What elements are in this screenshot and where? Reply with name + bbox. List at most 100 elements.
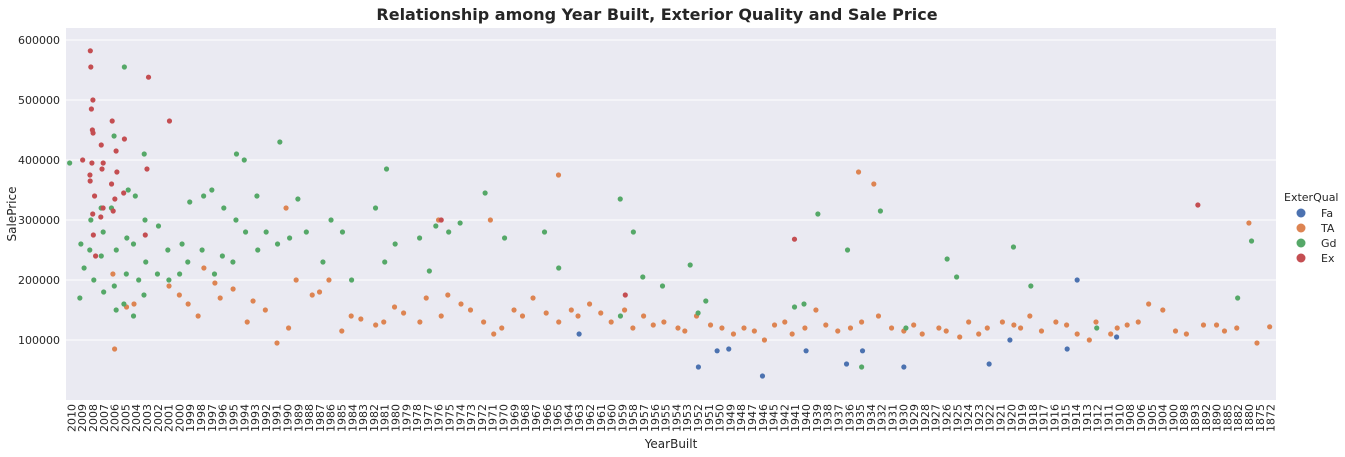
data-point-ta [555,172,562,178]
data-point-ex [121,190,127,196]
data-point-ex [90,232,96,238]
data-point-ta [201,265,207,271]
data-point-fa [986,361,992,367]
x-tick-label: 1939 [811,404,824,432]
x-tick-label: 1981 [379,404,392,432]
data-point-ta [871,181,877,187]
data-point-gd [859,364,865,370]
x-tick-label: 1988 [303,404,316,432]
data-point-gd [844,247,851,253]
data-point-gd [328,217,334,223]
data-point-ta [789,331,795,337]
y-axis-label: SalePrice [5,187,19,242]
data-point-ta [316,289,323,295]
x-tick-label: 1882 [1232,404,1245,432]
data-point-gd [457,220,463,226]
x-axis-ticks: 2010200920082007200620052004200320022001… [65,404,1277,432]
data-point-ta [112,346,118,352]
data-point-ta [438,313,444,319]
data-point-ta [936,325,942,331]
data-point-gd [88,217,94,223]
data-point-gd [221,205,227,211]
data-point-ta [661,319,667,325]
data-point-ta [274,340,280,346]
x-tick-label: 1917 [1038,404,1051,432]
x-tick-label: 1960 [606,404,619,432]
data-point-gd [348,277,355,283]
data-point-gd [179,241,185,247]
x-tick-label: 1964 [562,404,575,432]
data-point-ta [1086,337,1092,343]
data-point-ex [99,166,105,172]
data-point-gd [130,241,137,247]
x-tick-label: 1992 [260,404,273,432]
data-point-fa [759,373,766,379]
data-point-ta [217,295,223,301]
x-tick-label: 1916 [1049,404,1062,432]
data-point-gd [113,307,119,313]
data-point-gd [877,208,884,214]
data-point-ta [1038,328,1045,334]
data-point-fa [726,346,732,352]
x-tick-label: 1892 [1200,404,1213,432]
x-tick-label: 1984 [346,404,359,432]
data-point-gd [287,235,293,241]
data-point-gd [791,304,798,310]
x-tick-label: 1890 [1211,404,1224,432]
x-tick-label: 1986 [325,404,338,432]
data-point-ta [771,322,778,328]
legend-label: TA [1320,222,1335,235]
data-point-ex [90,130,96,136]
data-point-ta [230,286,236,292]
data-point-ex [93,253,99,259]
y-tick-label: 100000 [18,334,60,347]
x-tick-label: 1983 [357,404,370,432]
data-point-ta [326,277,332,283]
x-tick-label: 1906 [1135,404,1148,432]
data-point-ex [1195,202,1201,208]
x-tick-label: 1919 [1016,404,1029,432]
data-point-gd [155,223,162,229]
x-tick-label: 1935 [854,404,867,432]
x-tick-label: 2003 [141,404,154,432]
data-point-gd [1235,295,1241,301]
x-tick-label: 1968 [519,404,532,432]
data-point-ta [719,325,725,331]
data-point-ex [90,211,96,217]
data-point-gd [944,256,950,262]
data-point-ta [1074,331,1080,337]
data-point-gd [815,211,821,217]
data-point-ta [445,292,451,298]
data-point-ex [108,181,115,187]
data-point-ta [999,319,1006,325]
data-point-fa [1007,337,1013,343]
data-point-ta [373,322,379,328]
data-point-ex [89,160,95,166]
y-axis-ticks: 100000 200000 300000 400000 500000 600000 [18,34,60,347]
x-tick-label: 1937 [832,404,845,432]
chart-title: Relationship among Year Built, Exterior … [376,5,937,24]
data-point-fa [714,348,720,354]
plot-area [66,28,1276,400]
x-tick-label: 1940 [800,404,813,432]
data-point-ta [358,316,364,322]
x-tick-label: 1918 [1027,404,1040,432]
data-point-gd [954,274,960,280]
x-tick-label: 1926 [940,404,953,432]
data-point-gd [141,292,147,298]
data-point-ta [598,310,604,316]
x-tick-label: 1885 [1221,404,1234,432]
data-point-gd [233,151,240,157]
data-point-ta [481,319,487,325]
data-point-ta [1213,322,1220,328]
x-tick-label: 2009 [76,404,89,432]
x-tick-label: 1962 [584,404,597,432]
x-tick-label: 1989 [292,404,305,432]
data-point-ta [802,325,808,331]
data-point-ta [1172,328,1179,334]
data-point-gd [640,274,646,280]
plot-background [66,28,1276,400]
data-point-gd [339,229,346,235]
x-tick-label: 1987 [314,404,327,432]
data-point-gd [111,133,117,139]
